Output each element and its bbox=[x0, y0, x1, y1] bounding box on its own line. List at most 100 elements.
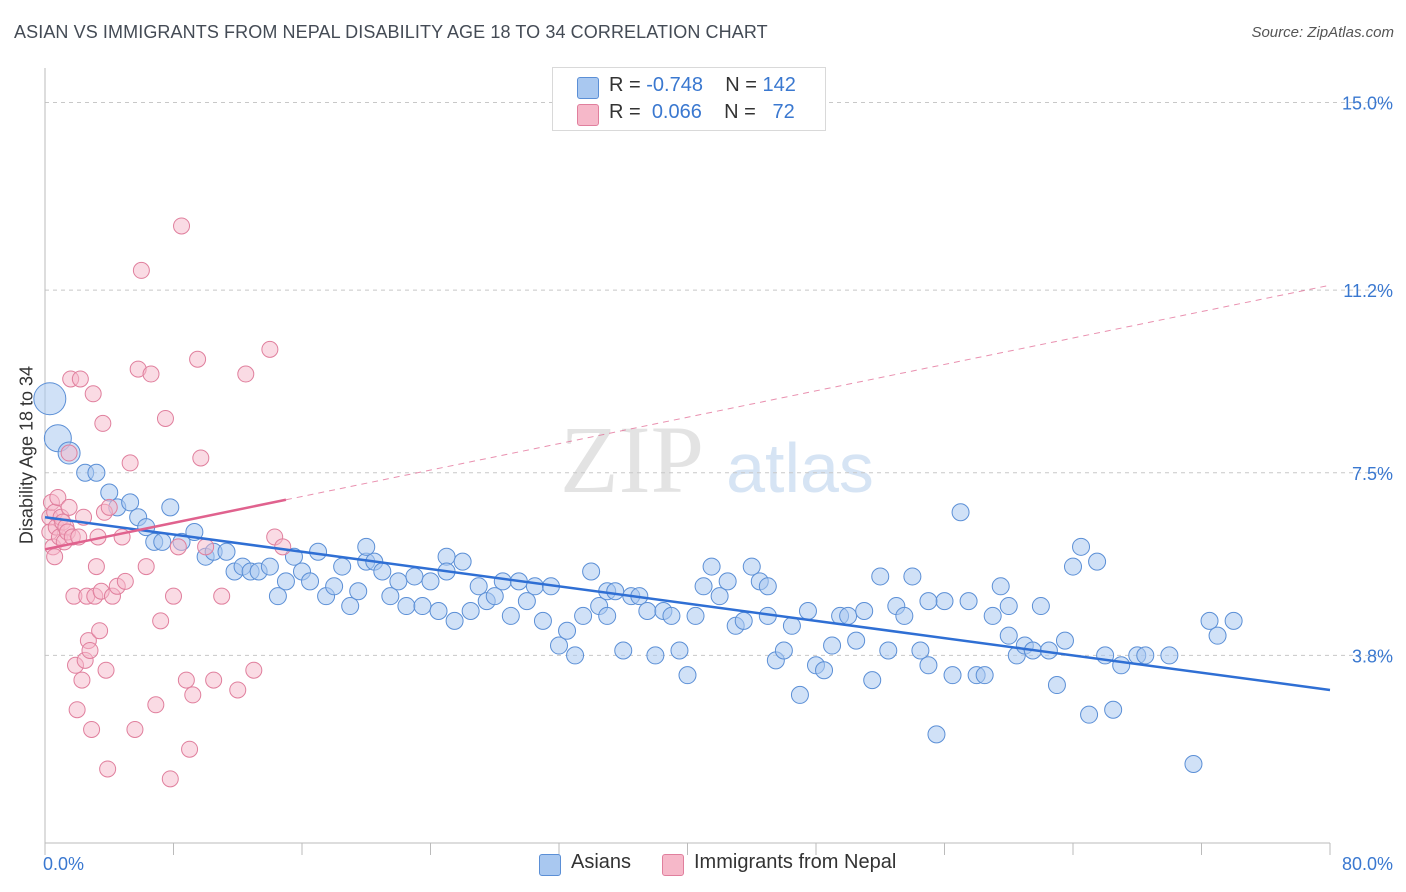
asian-point bbox=[341, 597, 360, 616]
asian-point bbox=[309, 542, 328, 561]
asian-point bbox=[734, 611, 753, 630]
x-tick-label-max: 80.0% bbox=[1342, 854, 1393, 874]
asian-point bbox=[798, 601, 817, 620]
asian-point bbox=[1136, 646, 1155, 665]
nepal-point bbox=[81, 641, 99, 659]
asian-point bbox=[405, 567, 424, 586]
asian-point bbox=[268, 587, 287, 606]
nepal-point bbox=[156, 409, 174, 427]
asian-point bbox=[1112, 656, 1131, 675]
correlation-legend: R = -0.748 N = 142 R = 0.066 N = 72 bbox=[552, 67, 826, 131]
asians-swatch-icon bbox=[577, 77, 599, 99]
r-label: R = bbox=[609, 101, 641, 123]
asian-point bbox=[718, 572, 737, 591]
asian-point bbox=[710, 587, 729, 606]
asian-point bbox=[694, 577, 713, 596]
n-label: N = bbox=[725, 74, 757, 96]
asian-point bbox=[1080, 705, 1099, 724]
asian-point bbox=[935, 592, 954, 611]
nepal-point bbox=[46, 548, 64, 566]
asian-point bbox=[774, 641, 793, 660]
asian-point bbox=[325, 577, 344, 596]
nepal-point bbox=[261, 340, 279, 358]
r-label: R = bbox=[609, 74, 641, 96]
nepal-point bbox=[73, 671, 91, 689]
nepal-point bbox=[60, 498, 78, 516]
watermark-atlas: atlas bbox=[726, 429, 874, 507]
asian-point bbox=[445, 611, 464, 630]
nepal-trend-line bbox=[44, 498, 287, 551]
watermark-zip: ZIP bbox=[560, 406, 704, 513]
asian-point bbox=[501, 606, 520, 625]
asian-point bbox=[790, 685, 809, 704]
asian-point bbox=[999, 597, 1018, 616]
y-tick-label: 7.5% bbox=[1352, 464, 1393, 484]
chart-source: Source: ZipAtlas.com bbox=[1251, 24, 1394, 41]
nepal-point bbox=[142, 365, 160, 383]
asian-point bbox=[461, 601, 480, 620]
nepal-point bbox=[165, 587, 182, 605]
nepal-point bbox=[181, 740, 199, 758]
asian-point bbox=[582, 562, 601, 581]
asian-point bbox=[153, 532, 172, 551]
asian-point bbox=[598, 606, 617, 625]
asians-trend-line bbox=[44, 515, 1331, 692]
asian-point bbox=[999, 626, 1018, 645]
nepal-point bbox=[169, 538, 187, 556]
nepal-point bbox=[147, 696, 165, 714]
y-tick-label: 3.8% bbox=[1352, 646, 1393, 666]
asian-point bbox=[702, 557, 721, 576]
asian-point bbox=[566, 646, 585, 665]
nepal-point bbox=[152, 612, 170, 630]
n-label: N = bbox=[724, 101, 756, 123]
x-tick-label-min: 0.0% bbox=[43, 854, 84, 874]
asian-point bbox=[911, 641, 930, 660]
asian-point bbox=[389, 572, 408, 591]
asian-point bbox=[421, 572, 440, 591]
nepal-point bbox=[71, 370, 89, 388]
nepal-point bbox=[184, 686, 202, 704]
asian-point bbox=[1160, 646, 1179, 665]
asian-point bbox=[919, 592, 938, 611]
y-tick-label: 15.0% bbox=[1342, 94, 1393, 114]
asians-legend-icon bbox=[539, 854, 561, 876]
asian-point bbox=[742, 557, 761, 576]
asian-point bbox=[333, 557, 352, 576]
asian-point bbox=[951, 503, 970, 522]
asian-point bbox=[453, 552, 472, 571]
y-axis-label: Disability Age 18 to 34 bbox=[16, 365, 37, 545]
asian-point bbox=[678, 666, 697, 685]
y-tick-label: 11.2% bbox=[1343, 281, 1393, 301]
nepal-point bbox=[192, 449, 210, 467]
asian-point bbox=[525, 577, 544, 596]
nepal-point bbox=[173, 217, 191, 235]
asian-point bbox=[373, 562, 392, 581]
asian-point bbox=[1064, 557, 1082, 576]
asian-point bbox=[670, 641, 689, 660]
asian-point bbox=[349, 582, 368, 601]
asian-point bbox=[1184, 755, 1203, 774]
asian-point bbox=[301, 572, 320, 591]
asian-point bbox=[429, 601, 448, 620]
nepal-point bbox=[126, 720, 144, 738]
asian-point bbox=[919, 656, 938, 675]
asian-point bbox=[855, 601, 874, 620]
asian-point bbox=[1200, 611, 1219, 630]
nepal-point bbox=[91, 622, 109, 640]
asian-point bbox=[606, 582, 625, 601]
asian-point bbox=[469, 577, 488, 596]
asian-point bbox=[1055, 631, 1074, 650]
asian-point bbox=[357, 537, 376, 556]
asian-point bbox=[413, 597, 432, 616]
nepal-point bbox=[60, 444, 78, 462]
nepal-trend-extension bbox=[285, 284, 1331, 501]
nepal-point bbox=[100, 498, 118, 516]
asian-point bbox=[782, 616, 801, 635]
nepal-point bbox=[274, 538, 292, 556]
asian-point bbox=[983, 606, 1002, 625]
n-value-asians: 142 bbox=[762, 74, 796, 96]
nepal-point bbox=[205, 671, 223, 689]
asian-point bbox=[1088, 552, 1107, 571]
asian-point bbox=[1224, 611, 1243, 630]
